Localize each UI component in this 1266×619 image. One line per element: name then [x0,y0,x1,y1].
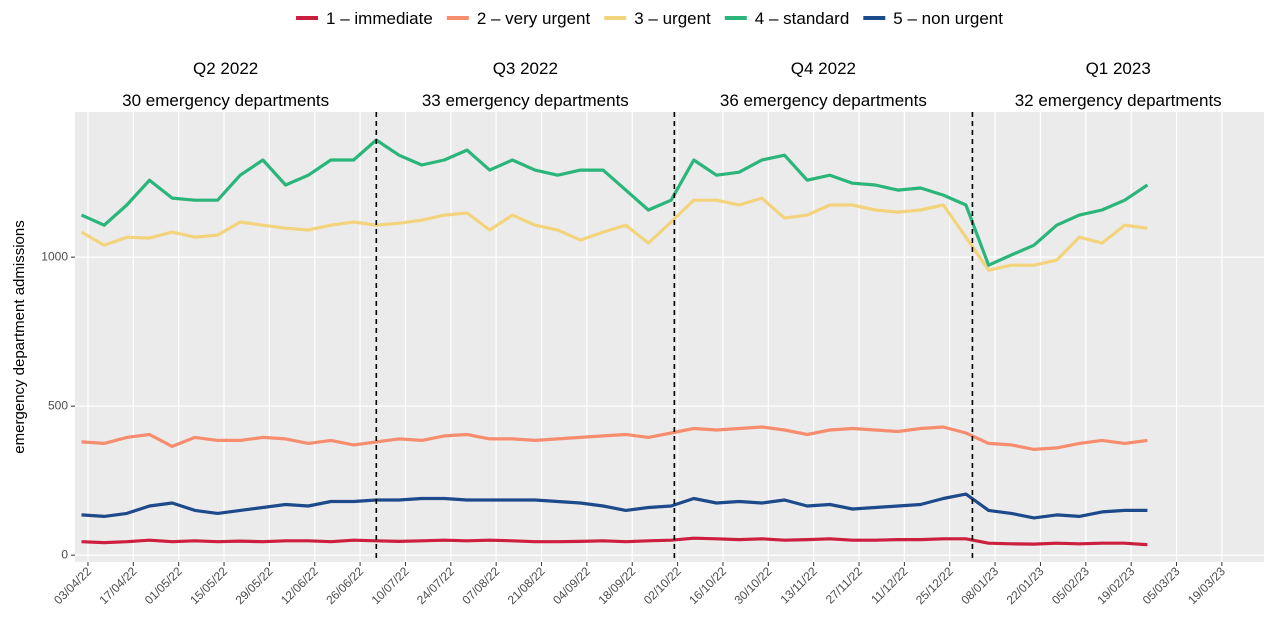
x-tick-label: 16/10/22 [686,564,729,607]
x-tick-label: 05/02/23 [1049,564,1092,607]
legend: 1 – immediate 2 – very urgent 3 – urgent 4 … [296,9,1003,28]
x-tick-label: 27/11/22 [823,564,866,607]
series-line [80,138,1149,267]
x-tick-label: 11/12/22 [868,564,911,607]
x-tick-label: 18/09/22 [595,564,638,607]
panel-title: Q2 2022 [193,59,258,78]
panel-subtitle: 33 emergency departments [422,91,629,110]
panel-title: Q3 2022 [493,59,558,78]
x-tick-label: 15/05/22 [187,564,230,607]
panel-title: Q1 2023 [1086,59,1151,78]
x-tick-label: 07/08/22 [459,564,502,607]
x-tick-label: 26/06/22 [323,564,366,607]
series-line [81,425,1148,451]
panel-subtitle: 30 emergency departments [122,91,329,110]
x-tick-label: 17/04/22 [97,564,140,607]
x-tick-label: 01/05/22 [142,564,185,607]
x-tick-label: 13/11/22 [777,564,820,607]
x-tick-label: 22/01/23 [1004,564,1047,607]
x-tick-label: 29/05/22 [233,564,276,607]
x-tick-label: 08/01/23 [958,564,1001,607]
panel-subtitle: 36 emergency departments [720,91,927,110]
x-tick-label: 12/06/22 [278,564,321,607]
series-line [80,196,1148,272]
x-tick-label: 24/07/22 [414,564,457,607]
legend-label: 5 – non urgent [893,9,1003,28]
plot-background [75,112,1264,562]
x-tick-label: 04/09/22 [550,564,593,607]
x-tick-label: 02/10/22 [641,564,684,607]
series-line [81,492,1148,520]
x-tick-label: 03/04/22 [51,564,94,607]
x-tick-label: 21/08/22 [505,564,548,607]
panel-subtitle: 32 emergency departments [1015,91,1222,110]
x-tick-label: 19/02/23 [1094,564,1137,607]
legend-label: 1 – immediate [326,9,433,28]
x-tick-label: 30/10/22 [732,564,775,607]
y-tick-label: 0 [61,547,68,561]
series-line [81,536,1148,547]
y-axis-title: emergency department admissions [11,220,28,453]
x-tick-label: 10/07/22 [369,564,412,607]
legend-label: 3 – urgent [634,9,711,28]
x-tick-label: 25/12/22 [913,564,956,607]
y-tick-label: 500 [48,398,68,412]
x-tick-label: 05/03/23 [1140,564,1183,607]
x-tick-label: 19/03/23 [1185,564,1228,607]
legend-label: 2 – very urgent [477,9,591,28]
legend-label: 4 – standard [755,9,850,28]
panel-title: Q4 2022 [791,59,856,78]
y-tick-label: 1000 [41,249,68,263]
